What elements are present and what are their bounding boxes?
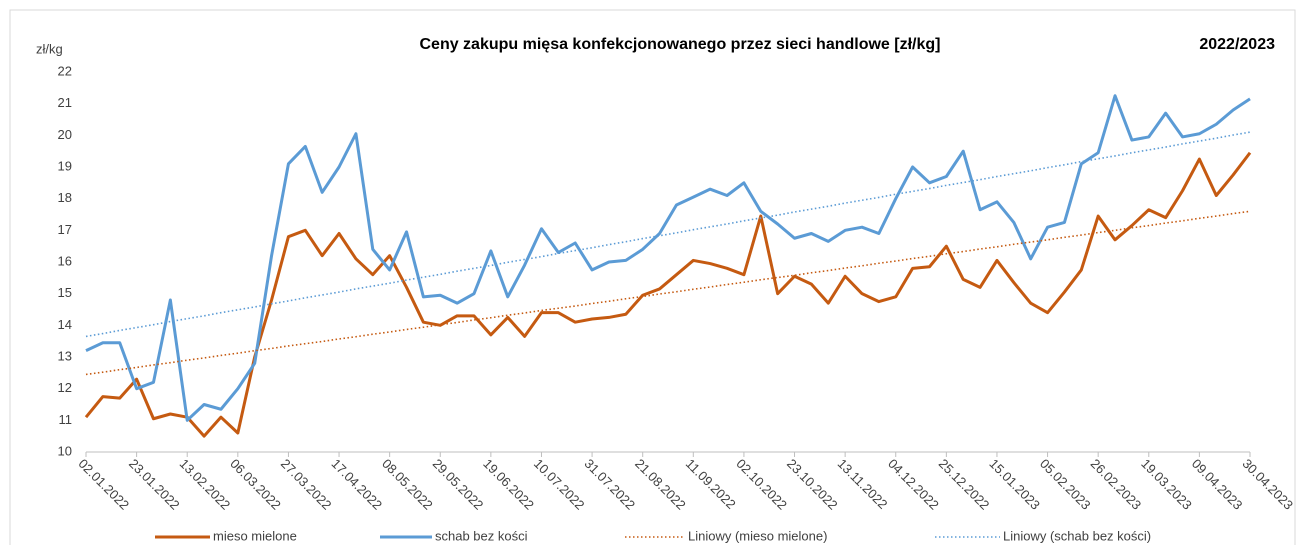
chart-title: Ceny zakupu mięsa konfekcjonowanego prze… bbox=[419, 36, 940, 53]
y-tick-label: 16 bbox=[58, 253, 72, 268]
y-tick-label: 22 bbox=[58, 63, 72, 78]
y-tick-label: 20 bbox=[58, 127, 72, 142]
chart-frame bbox=[9, 9, 1296, 545]
y-tick-label: 13 bbox=[58, 348, 72, 363]
legend-label: mieso mielone bbox=[213, 528, 297, 543]
y-tick-label: 11 bbox=[59, 412, 73, 427]
legend-label: Liniowy (mieso mielone) bbox=[688, 528, 827, 543]
y-tick-label: 17 bbox=[58, 222, 72, 237]
legend-label: Liniowy (schab bez kości) bbox=[1003, 528, 1151, 543]
y-tick-label: 15 bbox=[58, 285, 72, 300]
y-tick-label: 18 bbox=[58, 190, 72, 205]
series-line bbox=[85, 94, 1251, 422]
y-tick-label: 12 bbox=[58, 380, 72, 395]
y-axis-label: zł/kg bbox=[36, 41, 63, 56]
chart-subtitle: 2022/2023 bbox=[1199, 36, 1275, 53]
y-tick-label: 10 bbox=[58, 443, 72, 458]
y-tick-label: 19 bbox=[58, 158, 72, 173]
y-tick-label: 14 bbox=[58, 317, 72, 332]
y-tick-label: 21 bbox=[58, 95, 72, 110]
series-line bbox=[84, 151, 1252, 438]
trend-line bbox=[85, 131, 1251, 338]
legend-label: schab bez kości bbox=[435, 528, 528, 543]
